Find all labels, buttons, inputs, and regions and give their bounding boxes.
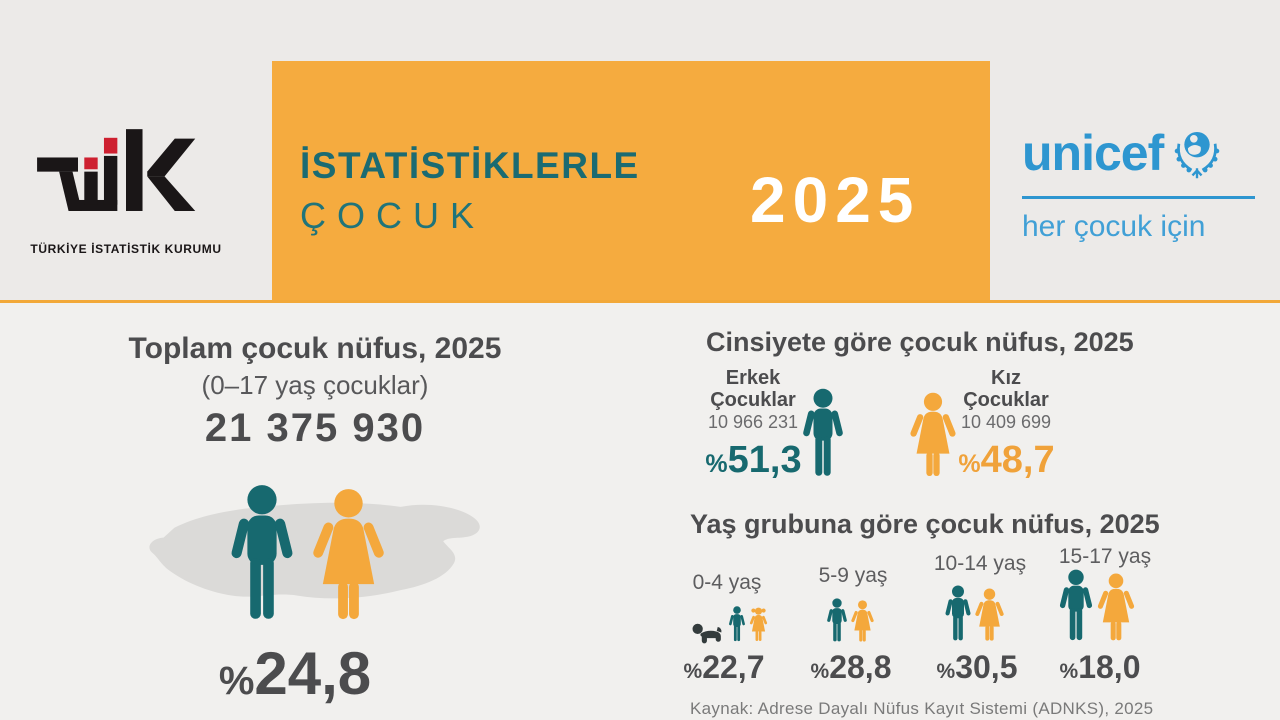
percent-sign: %: [218, 659, 255, 703]
unicef-divider: [1022, 196, 1255, 199]
age-group-label: 10-14 yaş: [933, 552, 1027, 575]
total-value: 21 375 930: [204, 406, 426, 450]
female-label-line2: Çocuklar: [963, 389, 1049, 411]
male-percent: %51,3: [705, 439, 802, 481]
header-band: TÜRKİYE İSTATİSTİK KURUMU İSTATİSTİKLERL…: [0, 0, 1280, 300]
age-group-percent: %18,0: [1059, 649, 1141, 685]
age-group-percent: %22,7: [683, 649, 765, 685]
source-note: Kaynak: Adrese Dayalı Nüfus Kayıt Sistem…: [690, 699, 1154, 718]
crawling-baby-icon: [692, 621, 726, 644]
unicef-emblem-icon: [1168, 122, 1226, 180]
age-group-label: 5-9 yaş: [818, 564, 888, 587]
unicef-logo: unicef: [1022, 124, 1226, 182]
girl-pigtails-icon: [748, 607, 769, 644]
total-percent: %24,8: [218, 640, 372, 707]
banner-title-line2: ÇOCUK: [300, 195, 486, 236]
age-group-icons: [692, 606, 769, 644]
male-icon: [801, 388, 845, 483]
boy-icon: [1058, 569, 1094, 646]
title-banner: İSTATİSTİKLERLE ÇOCUK 2025: [272, 61, 990, 300]
gender-section-title: Cinsiyete göre çocuk nüfus, 2025: [706, 327, 1134, 357]
banner-title-line1: İSTATİSTİKLERLE: [300, 145, 640, 186]
total-subtitle: (0–17 yaş çocuklar): [201, 370, 429, 400]
male-label-line1: Erkek: [725, 367, 781, 389]
age-group-percent: %28,8: [810, 649, 892, 685]
girl-figure-icon: [310, 488, 387, 630]
age-group-icons: [826, 598, 875, 645]
total-title: Toplam çocuk nüfus, 2025: [128, 332, 502, 365]
age-group-label: 15-17 yaş: [1058, 545, 1152, 568]
male-label-line2: Çocuklar: [710, 389, 796, 411]
header-divider-line: [0, 300, 1280, 303]
age-group-label: 0-4 yaş: [692, 571, 762, 594]
tuik-org-name: TÜRKİYE İSTATİSTİK KURUMU: [30, 242, 222, 256]
boy-icon: [826, 598, 848, 645]
age-group-icons: [944, 585, 1005, 645]
banner-year: 2025: [750, 164, 921, 236]
age-group-icons: [1058, 569, 1136, 646]
age-section-title: Yaş grubuna göre çocuk nüfus, 2025: [690, 509, 1160, 539]
tuik-logo-icon: [24, 126, 228, 222]
girl-icon: [850, 600, 875, 645]
female-label-line1: Kız: [991, 367, 1021, 389]
boy-figure-icon: [228, 484, 296, 630]
female-percent: %48,7: [958, 439, 1055, 481]
girl-icon: [1096, 573, 1136, 646]
male-count: 10 966 231: [707, 412, 799, 432]
unicef-tagline: her çocuk için: [1022, 210, 1206, 243]
girl-icon: [974, 588, 1005, 645]
unicef-wordmark: unicef: [1022, 125, 1164, 181]
boy-icon: [944, 585, 972, 645]
age-group-percent: %30,5: [936, 649, 1018, 685]
female-count: 10 409 699: [960, 412, 1052, 432]
boy-icon: [728, 606, 746, 644]
